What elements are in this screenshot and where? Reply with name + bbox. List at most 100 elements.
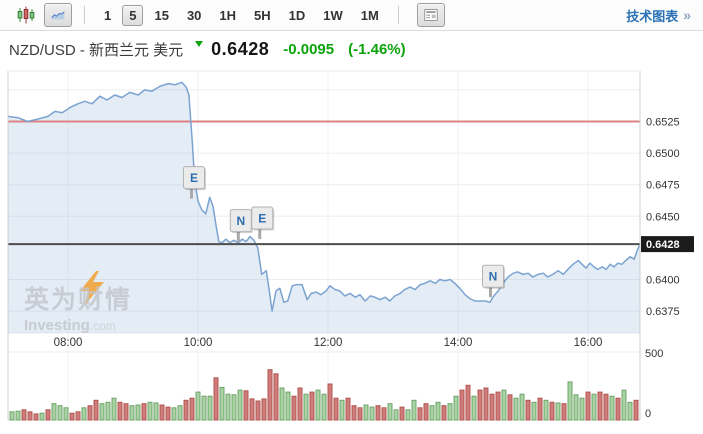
event-flag-e[interactable]: E xyxy=(183,166,207,199)
toolbar: 1 5 15 30 1H 5H 1D 1W 1M 技术图表 » xyxy=(0,0,703,31)
line-chart-button[interactable] xyxy=(44,3,72,27)
svg-text:0.6525: 0.6525 xyxy=(646,117,680,129)
volume-bar-up xyxy=(579,397,585,421)
volume-bar-up xyxy=(501,389,507,421)
svg-text:10:00: 10:00 xyxy=(184,337,213,349)
volume-bar-down xyxy=(75,411,81,421)
volume-bar-down xyxy=(267,369,273,421)
volume-bar-down xyxy=(297,387,303,421)
volume-bar-up xyxy=(207,395,213,421)
volume-bar-up xyxy=(369,406,375,421)
timeframe-1[interactable]: 1 xyxy=(104,7,112,23)
volume-bar-down xyxy=(273,373,279,421)
volume-bar-up xyxy=(177,405,183,421)
svg-text:14:00: 14:00 xyxy=(444,337,473,349)
svg-text:500: 500 xyxy=(645,348,663,360)
volume-bar-up xyxy=(429,405,435,421)
volume-bar-down xyxy=(597,391,603,421)
timeframe-5[interactable]: 5 xyxy=(122,4,144,26)
volume-bar-down xyxy=(87,405,93,421)
symbol-title: NZD/USD - 新西兰元 美元 xyxy=(9,42,184,59)
volume-bar-up xyxy=(573,394,579,421)
toolbar-separator xyxy=(397,6,399,24)
technical-chart-link[interactable]: 技术图表 » xyxy=(626,6,695,25)
volume-bars xyxy=(9,369,639,421)
svg-text:16:00: 16:00 xyxy=(574,337,603,349)
volume-bar-down xyxy=(123,403,129,421)
volume-bar-down xyxy=(69,412,75,421)
volume-bar-down xyxy=(141,403,147,421)
volume-bar-down xyxy=(603,393,609,421)
volume-bar-down xyxy=(345,397,351,421)
volume-bar-up xyxy=(231,394,237,421)
svg-text:0.6400: 0.6400 xyxy=(646,275,680,287)
volume-bar-up xyxy=(435,401,441,421)
volume-bar-down xyxy=(183,399,189,421)
double-chevron-icon: » xyxy=(683,7,691,23)
volume-bar-down xyxy=(375,405,381,421)
toolbar-separator xyxy=(84,6,85,24)
volume-bar-up xyxy=(609,395,615,421)
event-flag-n[interactable]: N xyxy=(229,209,253,242)
volume-bar-down xyxy=(189,397,195,421)
volume-bar-up xyxy=(393,409,399,421)
volume-bar-down xyxy=(465,384,471,421)
timeframe-1d[interactable]: 1D xyxy=(288,7,306,23)
price-volume-chart[interactable]: 0.6428 0.6525 0.6500 0.6475 0.6450 0.6400 0.63… xyxy=(0,68,703,434)
volume-bar-down xyxy=(417,407,423,421)
volume-bar-down xyxy=(117,401,123,421)
chart-area[interactable]: 0.6428 0.6525 0.6500 0.6475 0.6450 0.6400 0.63… xyxy=(0,68,703,434)
volume-bar-up xyxy=(39,412,45,421)
volume-bar-up xyxy=(321,393,327,421)
event-flag-e[interactable]: E xyxy=(251,206,275,240)
event-flag-n[interactable]: N xyxy=(482,264,506,298)
volume-bar-down xyxy=(45,409,51,421)
line-chart-icon xyxy=(51,11,65,19)
volume-bar-up xyxy=(513,397,519,421)
time-axis: 08:00 10:00 12:00 14:00 16:00 xyxy=(54,337,603,349)
volume-bar-down xyxy=(327,383,333,421)
volume-bar-down xyxy=(633,399,639,421)
price-area xyxy=(8,82,640,333)
volume-bar-up xyxy=(15,410,21,421)
svg-text:0.6500: 0.6500 xyxy=(646,148,680,160)
volume-bar-up xyxy=(567,381,573,421)
svg-text:08:00: 08:00 xyxy=(54,337,83,349)
svg-text:E: E xyxy=(258,212,266,226)
volume-bar-up xyxy=(285,391,291,421)
svg-text:12:00: 12:00 xyxy=(314,337,343,349)
news-events-button[interactable] xyxy=(416,3,445,27)
svg-text:E: E xyxy=(190,171,198,185)
volume-bar-down xyxy=(549,401,555,421)
volume-bar-up xyxy=(339,399,345,421)
volume-bar-up xyxy=(303,393,309,421)
volume-bar-down xyxy=(309,391,315,421)
volume-bar-down xyxy=(477,389,483,421)
svg-text:N: N xyxy=(236,214,245,228)
timeframe-1m[interactable]: 1M xyxy=(360,7,379,23)
news-panel-icon xyxy=(424,9,438,21)
volume-bar-up xyxy=(627,401,633,421)
volume-bar-up xyxy=(57,405,63,421)
tick-direction-icon xyxy=(195,40,204,47)
timeframe-1h[interactable]: 1H xyxy=(219,7,237,23)
volume-bar-down xyxy=(255,400,261,421)
timeframe-1w[interactable]: 1W xyxy=(323,7,343,23)
price-change-percent: (-1.46%) xyxy=(348,41,406,58)
volume-bar-up xyxy=(51,403,57,421)
svg-text:0.6428: 0.6428 xyxy=(646,239,680,251)
price-change: -0.0095 xyxy=(283,41,335,58)
volume-bar-down xyxy=(27,411,33,421)
volume-bar-up xyxy=(153,402,159,421)
svg-text:0.6375: 0.6375 xyxy=(646,306,680,318)
volume-bar-down xyxy=(351,405,357,421)
timeframe-group: 1 5 15 30 1H 5H 1D 1W 1M xyxy=(97,4,386,26)
timeframe-30[interactable]: 30 xyxy=(186,7,202,23)
timeframe-5h[interactable]: 5H xyxy=(254,7,271,23)
timeframe-15[interactable]: 15 xyxy=(154,7,169,23)
volume-bar-up xyxy=(111,397,117,421)
candlestick-chart-icon[interactable] xyxy=(14,4,38,26)
volume-bar-down xyxy=(357,407,363,421)
volume-bar-down xyxy=(561,403,567,421)
